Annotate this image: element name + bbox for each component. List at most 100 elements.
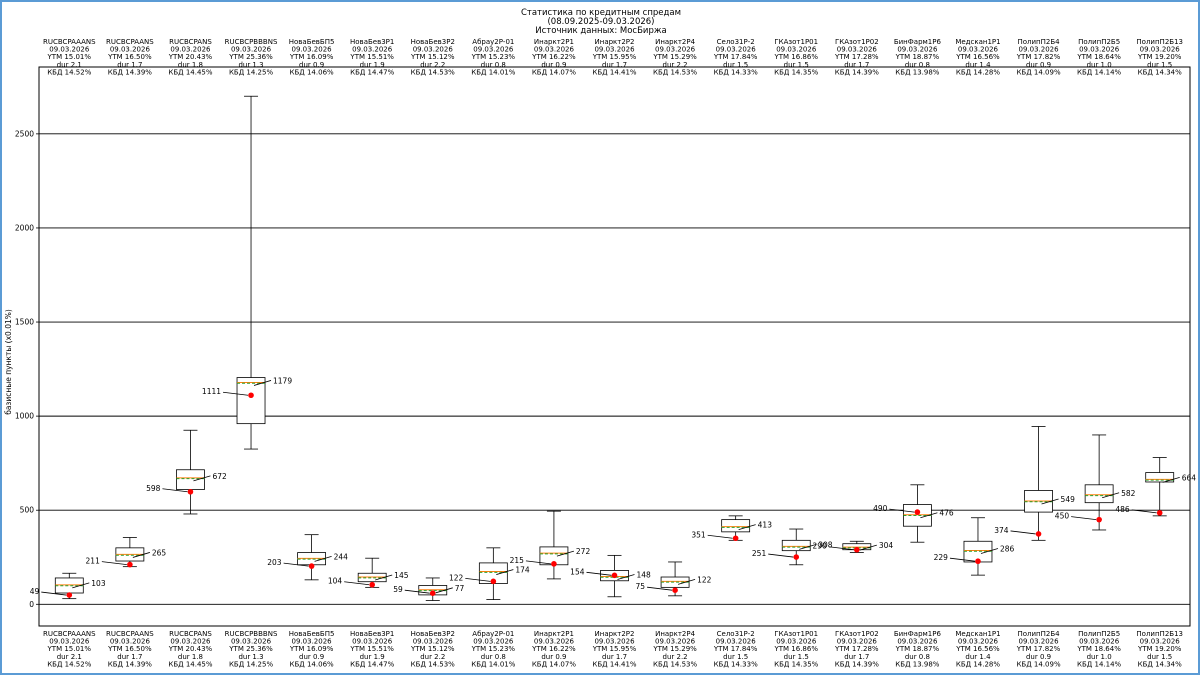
current-leader <box>1071 516 1097 521</box>
current-label: 229 <box>934 553 949 562</box>
top-label-line: dur 1.9 <box>360 61 385 69</box>
top-label-line: dur 1.4 <box>965 61 991 69</box>
top-label-line: YTM 15.95% <box>592 53 637 61</box>
bottom-label-line: YTM 16.56% <box>955 645 1000 653</box>
current-label: 598 <box>146 484 161 493</box>
bottom-label-line: КБД 14.53% <box>653 660 698 668</box>
current-leader <box>889 508 915 513</box>
top-label-line: НоваБевБП5 <box>289 38 335 46</box>
top-label-line: КБД 14.07% <box>532 68 577 76</box>
top-label-line: Абрау2Р-01 <box>472 38 514 46</box>
bottom-label-line: ГКАзот1Р01 <box>774 630 818 638</box>
current-point <box>1156 510 1163 516</box>
current-label: 104 <box>328 577 343 586</box>
current-point <box>914 509 921 515</box>
bottom-label-line: КБД 14.34% <box>1138 660 1183 668</box>
bottom-label-line: dur 1.7 <box>117 653 142 661</box>
top-label-line: КБД 14.53% <box>653 68 698 76</box>
current-label: 59 <box>393 585 403 594</box>
top-label-line: YTM 17.82% <box>1016 53 1061 61</box>
bottom-label-line: YTM 20.43% <box>168 645 213 653</box>
current-leader <box>768 553 794 558</box>
top-label-line: 09.03.2026 <box>594 46 635 54</box>
current-point <box>1096 516 1102 523</box>
bottom-label-line: dur 1.5 <box>784 653 809 661</box>
bottom-label-line: YTM 15.95% <box>592 645 637 653</box>
bottom-label-line: КБД 14.35% <box>774 660 819 668</box>
current-leader <box>525 560 551 565</box>
top-label-line: dur 1.7 <box>602 61 627 69</box>
bottom-label-line: ПолипП2Б4 <box>1017 630 1060 638</box>
box-body <box>54 577 84 594</box>
top-label-line: 09.03.2026 <box>776 46 817 54</box>
top-label-line: dur 2.2 <box>420 61 445 69</box>
bottom-label-line: YTM 25.36% <box>228 645 273 653</box>
top-label-line: КБД 14.33% <box>714 68 759 76</box>
bottom-label-line: 09.03.2026 <box>231 638 272 646</box>
bottom-label-line: КБД 14.33% <box>714 660 759 668</box>
box-5: 244 203 <box>267 534 348 581</box>
top-label-line: КБД 14.41% <box>592 68 637 76</box>
bottom-label-line: БинФарм1Р6 <box>894 630 942 638</box>
bottom-label-line: 09.03.2026 <box>897 638 938 646</box>
current-point <box>854 546 860 553</box>
mean-label: 286 <box>1000 544 1015 553</box>
mean-label: 103 <box>91 579 106 588</box>
bottom-label-line: dur 2.1 <box>57 653 82 661</box>
mean-leader <box>1041 498 1059 505</box>
mean-label: 308 <box>818 540 833 549</box>
mean-leader <box>253 380 272 386</box>
top-label-line: 09.03.2026 <box>1140 46 1181 54</box>
mean-label: 304 <box>879 541 894 550</box>
top-label-line: 09.03.2026 <box>49 46 90 54</box>
box-16: 286 229 <box>934 517 1015 576</box>
bottom-label-line: RUCBCPANS <box>169 630 212 638</box>
top-label-line: КБД 14.14% <box>1077 68 1122 76</box>
current-point <box>793 554 800 560</box>
bottom-label-line: 09.03.2026 <box>413 638 454 646</box>
mean-leader <box>193 475 211 482</box>
bottom-label-line: RUCBCPAAANS <box>43 630 96 638</box>
current-leader <box>404 589 430 594</box>
top-label-line: 09.03.2026 <box>958 46 999 54</box>
box-body <box>781 539 811 552</box>
bottom-label-line: YTM 16.50% <box>107 645 152 653</box>
mean-label: 413 <box>758 521 773 530</box>
top-label-line: БинФарм1Р6 <box>894 38 942 46</box>
top-label-line: YTM 18.64% <box>1076 53 1121 61</box>
bottom-label-line: YTM 15.12% <box>410 645 455 653</box>
box-7: 77 59 <box>393 577 465 601</box>
top-label-line: YTM 16.09% <box>289 53 334 61</box>
top-label-line: dur 1.8 <box>178 61 203 69</box>
top-label-line: КБД 14.09% <box>1016 68 1061 76</box>
box-14: 304 290 <box>812 540 894 553</box>
mean-leader <box>72 582 90 589</box>
y-tick-label: 500 <box>20 506 35 515</box>
box-18: 582 450 <box>1055 434 1136 531</box>
top-label-line: ПолипП2Б5 <box>1078 38 1120 46</box>
bottom-label-line: YTM 15.29% <box>652 645 697 653</box>
mean-label: 1179 <box>273 376 292 385</box>
current-label: 486 <box>1115 505 1130 514</box>
top-label-line: КБД 14.35% <box>774 68 819 76</box>
bottom-label-line: YTM 15.23% <box>471 645 516 653</box>
bottom-label-line: КБД 14.07% <box>532 660 577 668</box>
y-axis-label: базисные пункты (x0.01%) <box>4 309 13 415</box>
mean-label: 476 <box>939 509 954 518</box>
title-line-3: Источник данных: МосБиржа <box>535 26 666 36</box>
top-label-line: ГКАзот1Р01 <box>774 38 818 46</box>
chart-title: Статистика по кредитным спредам (08.09.2… <box>521 8 681 36</box>
top-label-line: YTM 20.43% <box>168 53 213 61</box>
bottom-label-line: Инаркт2Р1 <box>534 630 574 638</box>
bottom-label-line: КБД 14.52% <box>47 660 92 668</box>
